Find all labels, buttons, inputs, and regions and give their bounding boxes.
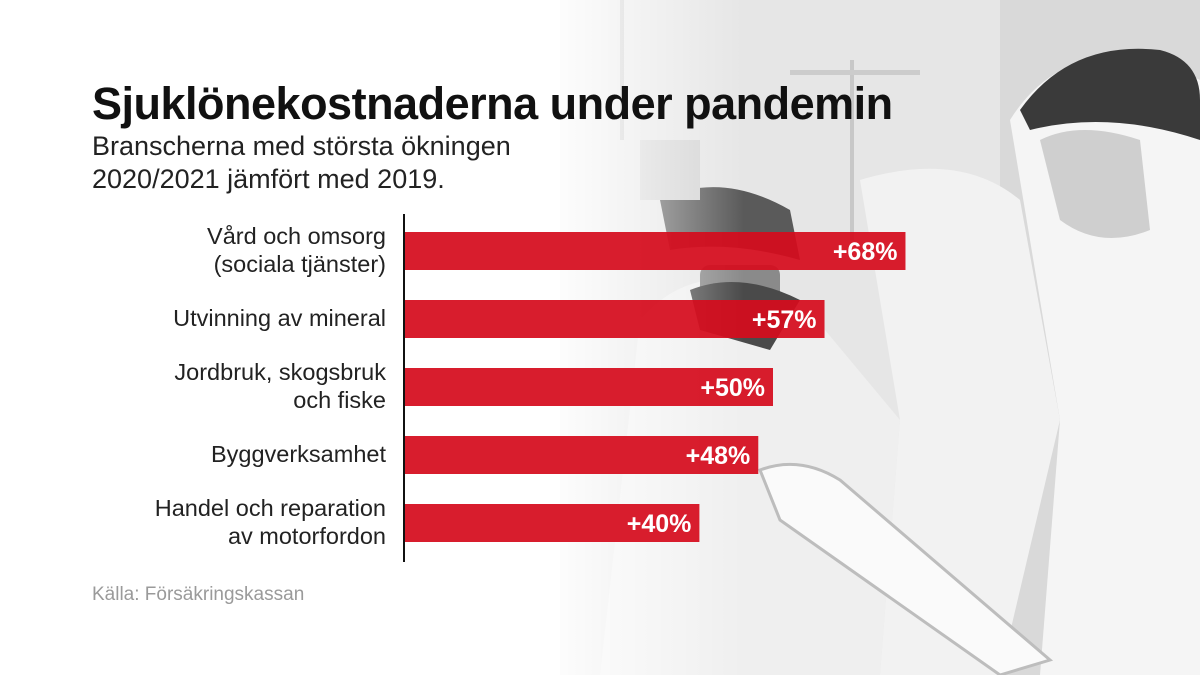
category-label: Jordbruk, skogsbruk och fiske [56,358,386,414]
subtitle-line: Branscherna med största ökningen [92,131,511,161]
category-label-line: (sociala tjänster) [213,251,386,277]
subtitle-line: 2020/2021 jämfört med 2019. [92,164,445,194]
chart-title: Sjuklönekostnaderna under pandemin [92,78,893,129]
bar [405,504,700,542]
chart-subtitle: Branscherna med största ökningen 2020/20… [92,130,652,196]
category-label-line: Jordbruk, skogsbruk [174,359,386,385]
bar [405,232,906,270]
bar [405,368,773,406]
category-label-line: Handel och reparation [154,495,386,521]
data-label: +50% [700,374,765,402]
data-label: +48% [686,442,751,470]
category-label-line: och fiske [293,387,386,413]
category-label: Utvinning av mineral [56,304,386,332]
category-label-line: Utvinning av mineral [173,305,386,331]
category-label: Byggverksamhet [56,440,386,468]
data-label: +40% [627,510,692,538]
source-note: Källa: Försäkringskassan [92,584,305,605]
data-label: +68% [833,238,898,266]
category-label: Handel och reparation av motorfordon [56,494,386,550]
bar [405,436,759,474]
category-label-line: av motorfordon [227,523,386,549]
category-label-line: Byggverksamhet [210,441,386,467]
category-label-line: Vård och omsorg [207,223,386,249]
category-label: Vård och omsorg (sociala tjänster) [56,222,386,278]
data-label: +57% [752,306,817,334]
bar [405,300,825,338]
